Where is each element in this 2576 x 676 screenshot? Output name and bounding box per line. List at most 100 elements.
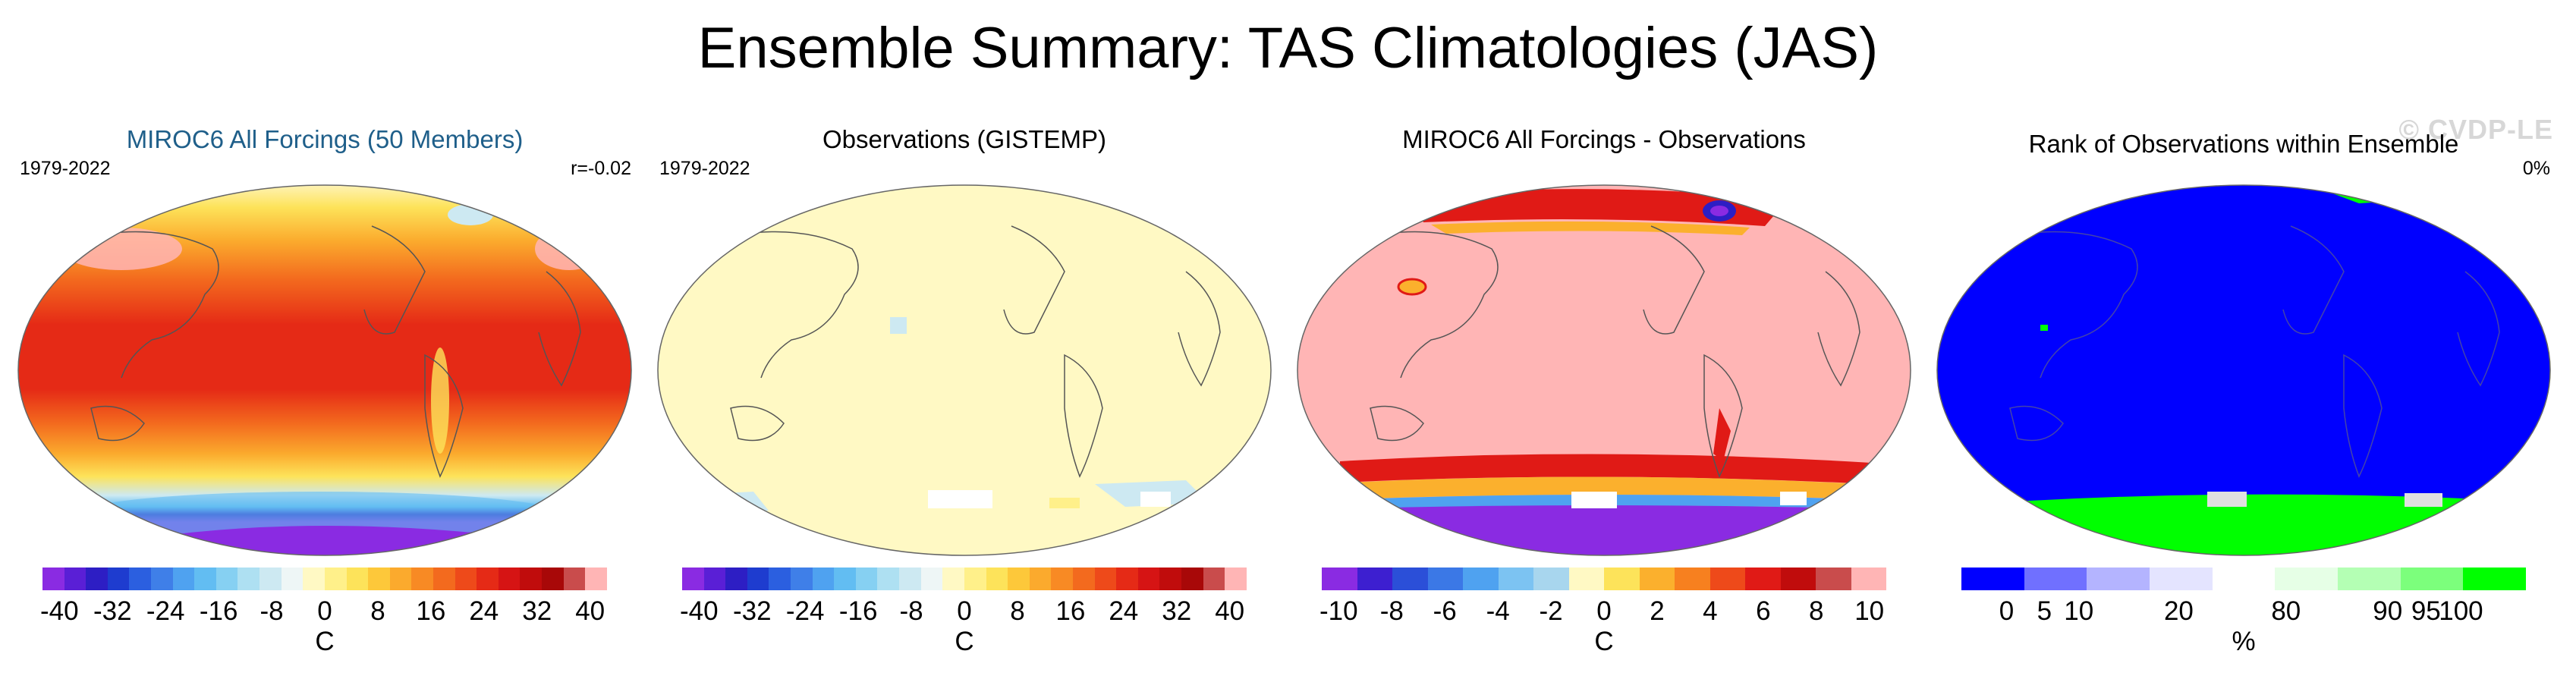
- colorbar-swatch: [942, 568, 964, 590]
- colorbar-swatch: [129, 568, 152, 590]
- colorbar-swatch: [1008, 568, 1030, 590]
- colorbar-swatch: [324, 568, 347, 590]
- colorbar: [682, 568, 1247, 590]
- colorbar-swatch: [346, 568, 369, 590]
- colorbar-swatch: [389, 568, 412, 590]
- colorbar-swatch: [1322, 568, 1357, 590]
- colorbar-swatch: [42, 568, 64, 590]
- colorbar-tick-label: 95: [2411, 596, 2441, 626]
- pattern-correlation-label: r=-0.02: [571, 158, 631, 179]
- colorbar-swatch: [2463, 568, 2526, 590]
- colorbar-tick-label: 40: [575, 596, 605, 626]
- colorbar-tick-label: 4: [1703, 596, 1718, 626]
- colorbar-tick-label: -24: [146, 596, 185, 626]
- colorbar-swatch: [563, 568, 586, 590]
- colorbar-tick-label: 90: [2373, 596, 2403, 626]
- colorbar-tick-label: -32: [93, 596, 132, 626]
- colorbar-tick-label: -8: [259, 596, 284, 626]
- colorbar-tick-labels: -10 -8 -6 -4 -2 0 2 4 6 8 10: [1319, 596, 1886, 628]
- colorbar-swatch: [1498, 568, 1533, 590]
- colorbar-swatch: [172, 568, 195, 590]
- colorbar-swatch: [1159, 568, 1182, 590]
- panel-title: MIROC6 All Forcings - Observations: [1402, 125, 1806, 153]
- colorbar-tick-label: -16: [838, 596, 878, 626]
- colorbar-swatch: [454, 568, 477, 590]
- panel-model-climatology: MIROC6 All Forcings (50 Members) 1979-20…: [8, 114, 642, 671]
- colorbar-tick-label: 0: [1999, 596, 2015, 626]
- colorbar-tick-label: 20: [2163, 596, 2194, 626]
- colorbar-swatch: [1072, 568, 1095, 590]
- colorbar-tick-label: 16: [416, 596, 446, 626]
- colorbar-swatch: [899, 568, 921, 590]
- colorbar-swatch: [834, 568, 856, 590]
- colorbar-swatch: [368, 568, 390, 590]
- colorbar-swatch: [1780, 568, 1816, 590]
- colorbar-tick-label: 40: [1215, 596, 1245, 626]
- panel-difference: MIROC6 All Forcings - Observations: [1287, 114, 1921, 671]
- colorbar-swatch: [2024, 568, 2087, 590]
- colorbar-swatch: [1116, 568, 1138, 590]
- colorbar-swatch: [1029, 568, 1052, 590]
- colorbar-tick-labels: -40 -32 -24 -16 -8 0 8 16 24 32 40: [40, 596, 607, 628]
- colorbar-swatch: [194, 568, 216, 590]
- colorbar-swatch: [2275, 568, 2338, 590]
- colorbar-tick-label: -40: [40, 596, 79, 626]
- colorbar-tick-label: 24: [469, 596, 499, 626]
- colorbar-tick-label: -10: [1319, 596, 1358, 626]
- colorbar-swatch: [86, 568, 108, 590]
- colorbar: [1961, 568, 2526, 590]
- colorbar-swatch: [1357, 568, 1392, 590]
- colorbar-swatch: [1533, 568, 1569, 590]
- colorbar-tick-label: -2: [1539, 596, 1563, 626]
- colorbar-tick-label: 32: [522, 596, 552, 626]
- colorbar-swatch: [1463, 568, 1499, 590]
- colorbar-swatch: [107, 568, 130, 590]
- colorbar-swatch: [1709, 568, 1745, 590]
- colorbar-swatch: [498, 568, 521, 590]
- colorbar-tick-labels: 0 5 10 20 80 90 95 100: [1961, 596, 2526, 628]
- colorbar-tick-label: -40: [680, 596, 719, 626]
- colorbar-tick-label: 0: [957, 596, 972, 626]
- colorbar-tick-label: 10: [1854, 596, 1885, 626]
- colorbar-tick-label: 80: [2271, 596, 2301, 626]
- map-rank: [1936, 184, 2551, 556]
- colorbar-swatch: [281, 568, 304, 590]
- colorbar-swatch: [237, 568, 260, 590]
- colorbar-swatch: [542, 568, 564, 590]
- colorbar-swatch: [2087, 568, 2150, 590]
- colorbar-swatch: [1639, 568, 1675, 590]
- colorbar-tick-label: -32: [732, 596, 772, 626]
- colorbar-swatch: [1392, 568, 1428, 590]
- colorbar-tick-label: -8: [1379, 596, 1404, 626]
- colorbar-unit: C: [955, 627, 974, 656]
- colorbar-swatch: [1181, 568, 1203, 590]
- colorbar-tick-label: 8: [370, 596, 385, 626]
- colorbar-swatch: [682, 568, 704, 590]
- colorbar-swatch: [1427, 568, 1463, 590]
- colorbar-unit: C: [315, 627, 335, 656]
- colorbar-swatch: [1816, 568, 1851, 590]
- watermark: © CVDP-LE: [2398, 114, 2553, 145]
- period-label: 1979-2022: [659, 158, 750, 179]
- panel-rank: © CVDP-LE Rank of Observations within En…: [1926, 114, 2561, 671]
- colorbar: [42, 568, 607, 590]
- colorbar-tick-label: -8: [899, 596, 923, 626]
- colorbar-tick-label: 8: [1010, 596, 1025, 626]
- colorbar-swatch: [2212, 568, 2276, 590]
- panel-observations: Observations (GISTEMP) 1979-2022 -40 -32-…: [647, 114, 1282, 671]
- colorbar-swatch: [477, 568, 499, 590]
- colorbar-swatch: [1094, 568, 1117, 590]
- colorbar-swatch: [986, 568, 1008, 590]
- colorbar-tick-label: 24: [1109, 596, 1139, 626]
- colorbar-swatch: [64, 568, 86, 590]
- colorbar-tick-label: -6: [1433, 596, 1457, 626]
- map-observations: [657, 184, 1272, 556]
- colorbar-swatch: [151, 568, 173, 590]
- colorbar-tick-label: 100: [2439, 596, 2483, 626]
- percent-label: 0%: [2522, 158, 2550, 179]
- colorbar-swatch: [769, 568, 791, 590]
- colorbar-tick-label: 0: [1596, 596, 1612, 626]
- colorbar-swatch: [1051, 568, 1073, 590]
- colorbar-swatch: [303, 568, 325, 590]
- colorbar-swatch: [791, 568, 813, 590]
